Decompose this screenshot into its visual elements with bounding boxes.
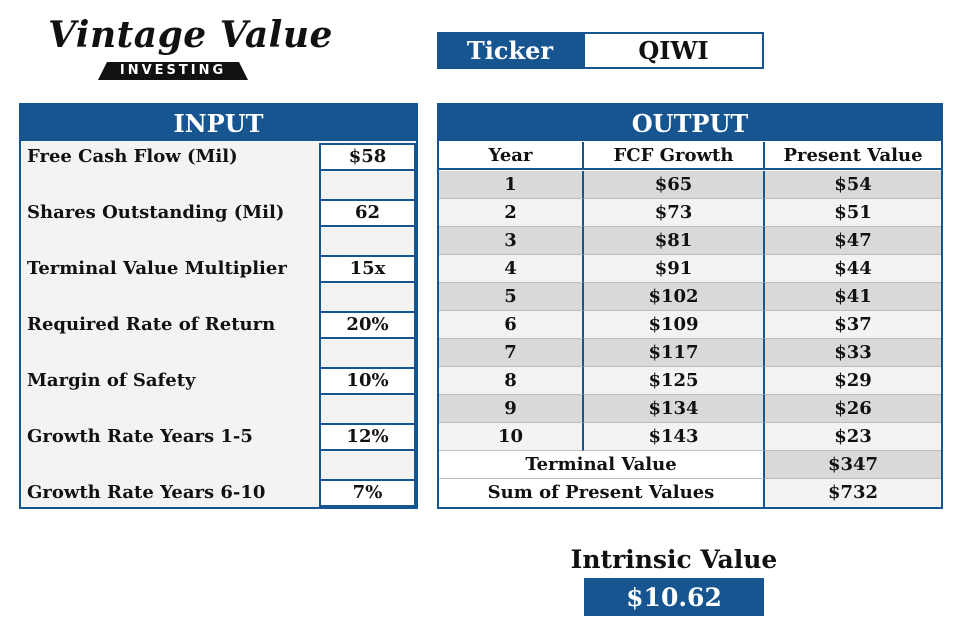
present-value-cell: $29 bbox=[765, 367, 941, 395]
logo-wordmark: Vintage Value bbox=[48, 14, 333, 56]
year-cell: 8 bbox=[439, 367, 584, 395]
column-header-year: Year bbox=[439, 142, 584, 170]
fcf-growth-cell: $134 bbox=[584, 395, 765, 423]
present-value-cell: $51 bbox=[765, 199, 941, 227]
fcf-growth-cell: $91 bbox=[584, 255, 765, 283]
year-cell: 1 bbox=[439, 171, 584, 199]
present-value-cell: $41 bbox=[765, 283, 941, 311]
terminal-value-label: Terminal Value bbox=[439, 451, 765, 479]
free-cash-flow-input[interactable]: $58 bbox=[319, 143, 416, 171]
input-spacer bbox=[319, 451, 416, 479]
fcf-growth-cell: $143 bbox=[584, 423, 765, 451]
input-spacer bbox=[319, 339, 416, 367]
year-cell: 10 bbox=[439, 423, 584, 451]
input-label-margin-of-safety: Margin of Safety bbox=[27, 370, 196, 391]
output-header: OUTPUT bbox=[439, 105, 941, 141]
input-label-free-cash-flow: Free Cash Flow (Mil) bbox=[27, 146, 238, 167]
intrinsic-value: $10.62 bbox=[584, 578, 764, 616]
year-cell: 7 bbox=[439, 339, 584, 367]
year-cell: 9 bbox=[439, 395, 584, 423]
intrinsic-value-label: Intrinsic Value bbox=[570, 545, 778, 574]
input-spacer bbox=[319, 283, 416, 311]
fcf-growth-cell: $125 bbox=[584, 367, 765, 395]
input-header: INPUT bbox=[21, 105, 416, 141]
fcf-growth-cell: $109 bbox=[584, 311, 765, 339]
ticker-label: Ticker bbox=[437, 32, 583, 69]
present-value-cell: $33 bbox=[765, 339, 941, 367]
year-cell: 6 bbox=[439, 311, 584, 339]
input-label-terminal-multiplier: Terminal Value Multiplier bbox=[27, 258, 287, 279]
ticker-input[interactable]: QIWI bbox=[583, 32, 764, 69]
margin-of-safety-input[interactable]: 10% bbox=[319, 367, 416, 395]
input-label-required-return: Required Rate of Return bbox=[27, 314, 276, 335]
input-spacer bbox=[319, 227, 416, 255]
column-header-fcf-growth: FCF Growth bbox=[584, 142, 765, 170]
present-value-cell: $47 bbox=[765, 227, 941, 255]
input-spacer bbox=[319, 395, 416, 423]
growth-rate-6-10-input[interactable]: 7% bbox=[319, 479, 416, 507]
present-value-cell: $26 bbox=[765, 395, 941, 423]
output-panel: OUTPUT Year FCF Growth Present Value Ter… bbox=[437, 103, 943, 509]
shares-outstanding-input[interactable]: 62 bbox=[319, 199, 416, 227]
year-cell: 2 bbox=[439, 199, 584, 227]
present-value-cell: $23 bbox=[765, 423, 941, 451]
input-panel: INPUT Free Cash Flow (Mil) $58 Shares Ou… bbox=[19, 103, 418, 509]
sum-present-values: $732 bbox=[765, 479, 941, 507]
year-cell: 5 bbox=[439, 283, 584, 311]
growth-rate-1-5-input[interactable]: 12% bbox=[319, 423, 416, 451]
present-value-cell: $37 bbox=[765, 311, 941, 339]
terminal-multiplier-input[interactable]: 15x bbox=[319, 255, 416, 283]
input-spacer bbox=[319, 171, 416, 199]
sum-present-values-label: Sum of Present Values bbox=[439, 479, 765, 507]
terminal-value: $347 bbox=[765, 451, 941, 479]
fcf-growth-cell: $65 bbox=[584, 171, 765, 199]
fcf-growth-cell: $102 bbox=[584, 283, 765, 311]
required-return-input[interactable]: 20% bbox=[319, 311, 416, 339]
input-label-growth-1-5: Growth Rate Years 1-5 bbox=[27, 426, 253, 447]
fcf-growth-cell: $73 bbox=[584, 199, 765, 227]
input-label-growth-6-10: Growth Rate Years 6-10 bbox=[27, 482, 266, 503]
fcf-growth-cell: $81 bbox=[584, 227, 765, 255]
present-value-cell: $54 bbox=[765, 171, 941, 199]
present-value-cell: $44 bbox=[765, 255, 941, 283]
logo-subtitle: INVESTING bbox=[98, 62, 248, 80]
year-cell: 4 bbox=[439, 255, 584, 283]
column-header-present-value: Present Value bbox=[765, 142, 941, 170]
input-label-shares-outstanding: Shares Outstanding (Mil) bbox=[27, 202, 285, 223]
fcf-growth-cell: $117 bbox=[584, 339, 765, 367]
year-cell: 3 bbox=[439, 227, 584, 255]
